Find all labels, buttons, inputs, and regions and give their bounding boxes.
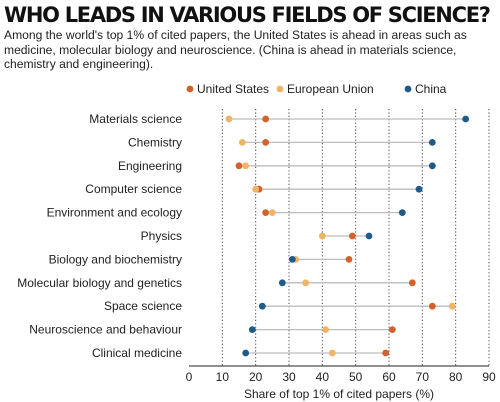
- dot-united-states-9: [388, 326, 396, 333]
- category-label-6: Biology and biochemistry: [49, 252, 182, 266]
- category-label-10: Clinical medicine: [92, 346, 182, 360]
- dot-united-states-2: [235, 162, 243, 170]
- x-axis-title: Share of top 1% of cited papers (%): [244, 387, 434, 401]
- category-label-3: Computer science: [85, 182, 182, 196]
- dot-united-states-7: [408, 279, 416, 287]
- legend-swatch-1: [276, 85, 284, 93]
- dot-european-union-3: [252, 185, 260, 193]
- dot-united-states-0: [262, 115, 270, 123]
- dot-china-8: [258, 302, 266, 310]
- dot-european-union-9: [322, 326, 330, 333]
- category-label-0: Materials science: [89, 112, 182, 126]
- dot-european-union-8: [448, 302, 456, 310]
- dot-united-states-6: [345, 256, 353, 263]
- dot-china-9: [248, 326, 256, 333]
- dot-european-union-2: [242, 162, 250, 170]
- x-tick-label-2: 20: [249, 370, 263, 384]
- category-label-5: Physics: [141, 229, 182, 243]
- legend-swatch-2: [404, 85, 412, 93]
- dot-european-union-4: [268, 209, 276, 217]
- dot-united-states-5: [348, 232, 356, 240]
- category-label-7: Molecular biology and genetics: [17, 276, 182, 290]
- dot-european-union-0: [225, 115, 233, 123]
- dot-china-1: [428, 139, 436, 146]
- x-tick-label-5: 50: [349, 370, 363, 384]
- dot-united-states-1: [262, 139, 270, 146]
- legend-label-1: European Union: [287, 82, 374, 96]
- chart-title: WHO LEADS IN VARIOUS FIELDS OF SCIENCE?: [4, 3, 491, 27]
- dot-european-union-10: [328, 349, 336, 357]
- legend-swatch-0: [186, 85, 194, 93]
- chart-subtitle: Among the world's top 1% of cited papers…: [4, 28, 467, 72]
- dot-china-3: [415, 185, 423, 193]
- dot-china-4: [398, 209, 406, 217]
- dot-china-7: [278, 279, 286, 287]
- dot-china-0: [462, 115, 470, 123]
- x-tick-label-7: 70: [416, 370, 430, 384]
- category-label-2: Engineering: [118, 159, 182, 173]
- legend-label-0: United States: [197, 82, 269, 96]
- x-tick-label-3: 30: [282, 370, 296, 384]
- x-tick-label-9: 90: [482, 370, 496, 384]
- x-tick-label-0: 0: [186, 370, 193, 384]
- dot-china-2: [428, 162, 436, 170]
- dot-united-states-4: [262, 209, 270, 217]
- dot-european-union-5: [318, 232, 326, 240]
- dot-china-5: [365, 232, 373, 240]
- dot-united-states-10: [382, 349, 390, 357]
- dot-united-states-8: [428, 302, 436, 310]
- dot-china-10: [242, 349, 250, 357]
- category-label-9: Neuroscience and behaviour: [29, 323, 182, 337]
- category-label-8: Space science: [104, 299, 182, 313]
- legend-label-2: China: [415, 82, 447, 96]
- dot-european-union-7: [302, 279, 310, 287]
- x-tick-label-6: 60: [382, 370, 396, 384]
- dot-china-6: [288, 256, 296, 263]
- dot-european-union-1: [238, 139, 246, 146]
- category-label-4: Environment and ecology: [47, 206, 182, 220]
- x-tick-label-1: 10: [216, 370, 230, 384]
- category-label-1: Chemistry: [128, 135, 182, 149]
- x-tick-label-4: 40: [316, 370, 330, 384]
- x-tick-label-8: 80: [449, 370, 463, 384]
